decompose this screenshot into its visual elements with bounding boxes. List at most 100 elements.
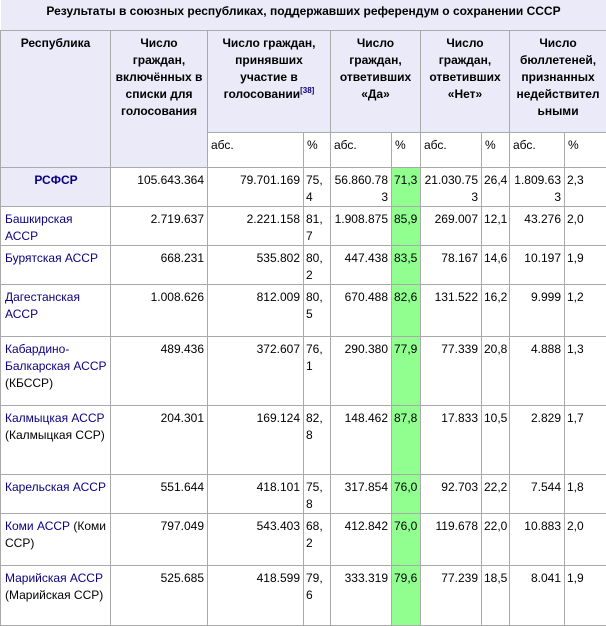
invalid-pct-cell: 1,9: [565, 246, 606, 285]
invalid-pct-cell: 1,7: [565, 406, 606, 475]
registered-cell: 2.719.637: [111, 207, 208, 246]
subheader-abs: абс.: [208, 133, 304, 168]
registered-cell: 1.008.626: [111, 285, 208, 337]
invalid-pct-cell: 1,3: [565, 337, 606, 406]
no-pct-cell: 22,2: [482, 475, 510, 514]
registered-cell: 489.436: [111, 337, 208, 406]
registered-cell: 668.231: [111, 246, 208, 285]
republic-cell: Коми АССР (Коми ССР): [1, 514, 111, 566]
yes-abs-cell: 290.380: [331, 337, 392, 406]
invalid-abs-cell: 10.883: [510, 514, 565, 566]
participated-pct-cell: 75,8: [304, 475, 331, 514]
yes-pct-cell: 87,8: [392, 406, 421, 475]
participated-abs-cell: 372.607: [208, 337, 304, 406]
no-abs-cell: 17.833: [421, 406, 482, 475]
yes-abs-cell: 317.854: [331, 475, 392, 514]
subheader-pct: %: [482, 133, 510, 168]
republic-link[interactable]: Коми АССР: [5, 519, 70, 533]
republic-cell: Марийская АССР (Марийская ССР): [1, 566, 111, 626]
no-abs-cell: 21.030.753: [421, 168, 482, 207]
no-abs-cell: 78.167: [421, 246, 482, 285]
header-yes: Число граждан, ответивших «Да»: [331, 31, 421, 133]
invalid-pct-cell: 2,0: [565, 514, 606, 566]
yes-pct-cell: 76,0: [392, 475, 421, 514]
reference-link[interactable]: [38]: [300, 86, 314, 95]
republic-cell: Карельская АССР: [1, 475, 111, 514]
participated-abs-cell: 535.802: [208, 246, 304, 285]
no-pct-cell: 10,5: [482, 406, 510, 475]
republic-cell: Дагестанская АССР: [1, 285, 111, 337]
republic-link[interactable]: Бурятская АССР: [5, 251, 98, 265]
registered-cell: 551.644: [111, 475, 208, 514]
invalid-abs-cell: 1.809.633: [510, 168, 565, 207]
republic-note: (Калмыцкая ССР): [5, 428, 105, 442]
republic-cell: Башкирская АССР: [1, 207, 111, 246]
header-republic: Республика: [1, 31, 111, 168]
yes-abs-cell: 333.319: [331, 566, 392, 626]
subheader-pct: %: [392, 133, 421, 168]
no-pct-cell: 20,8: [482, 337, 510, 406]
subheader-abs: абс.: [510, 133, 565, 168]
participated-abs-cell: 169.124: [208, 406, 304, 475]
no-pct-cell: 14,6: [482, 246, 510, 285]
registered-cell: 797.049: [111, 514, 208, 566]
no-pct-cell: 12,1: [482, 207, 510, 246]
republic-link[interactable]: Карельская АССР: [5, 480, 106, 494]
yes-pct-cell: 77,9: [392, 337, 421, 406]
header-participated: Число граждан, принявших участие в голос…: [208, 31, 331, 133]
invalid-pct-cell: 1,2: [565, 285, 606, 337]
participated-abs-cell: 79.701.169: [208, 168, 304, 207]
republic-link[interactable]: Калмыцкая АССР: [5, 411, 105, 425]
yes-abs-cell: 412.842: [331, 514, 392, 566]
republic-link[interactable]: Башкирская АССР: [5, 212, 73, 243]
participated-abs-cell: 418.101: [208, 475, 304, 514]
no-abs-cell: 131.522: [421, 285, 482, 337]
invalid-abs-cell: 9.999: [510, 285, 565, 337]
yes-pct-cell: 76,0: [392, 514, 421, 566]
participated-abs-cell: 812.009: [208, 285, 304, 337]
participated-pct-cell: 75,4: [304, 168, 331, 207]
header-invalid: Число бюллетеней, признанных недействите…: [510, 31, 606, 133]
yes-abs-cell: 56.860.783: [331, 168, 392, 207]
no-pct-cell: 26,4: [482, 168, 510, 207]
yes-abs-cell: 447.438: [331, 246, 392, 285]
registered-cell: 204.301: [111, 406, 208, 475]
yes-pct-cell: 71,3: [392, 168, 421, 207]
participated-abs-cell: 418.599: [208, 566, 304, 626]
republic-link[interactable]: РСФСР: [34, 173, 77, 187]
republic-note: (Марийская ССР): [5, 588, 103, 602]
no-abs-cell: 269.007: [421, 207, 482, 246]
no-pct-cell: 22,0: [482, 514, 510, 566]
subheader-abs: абс.: [421, 133, 482, 168]
republic-link[interactable]: Дагестанская АССР: [5, 290, 80, 321]
republic-link[interactable]: Кабардино-Балкарская АССР: [5, 342, 107, 373]
header-registered: Число граждан, включённых в списки для г…: [111, 31, 208, 168]
republic-link[interactable]: Марийская АССР: [5, 571, 103, 585]
participated-abs-cell: 543.403: [208, 514, 304, 566]
invalid-abs-cell: 10.197: [510, 246, 565, 285]
republic-cell: РСФСР: [1, 168, 111, 207]
invalid-abs-cell: 8.041: [510, 566, 565, 626]
participated-pct-cell: 79,6: [304, 566, 331, 626]
republic-cell: Бурятская АССР: [1, 246, 111, 285]
subheader-pct: %: [304, 133, 331, 168]
republic-cell: Калмыцкая АССР (Калмыцкая ССР): [1, 406, 111, 475]
subheader-abs: абс.: [331, 133, 392, 168]
no-pct-cell: 16,2: [482, 285, 510, 337]
no-abs-cell: 119.678: [421, 514, 482, 566]
participated-abs-cell: 2.221.158: [208, 207, 304, 246]
republic-note: (КБССР): [5, 376, 53, 390]
table-row: Кабардино-Балкарская АССР (КБССР) 489.436…: [1, 337, 606, 406]
invalid-pct-cell: 2,3: [565, 168, 606, 207]
registered-cell: 105.643.364: [111, 168, 208, 207]
header-no: Число граждан, ответивших «Нет»: [421, 31, 510, 133]
